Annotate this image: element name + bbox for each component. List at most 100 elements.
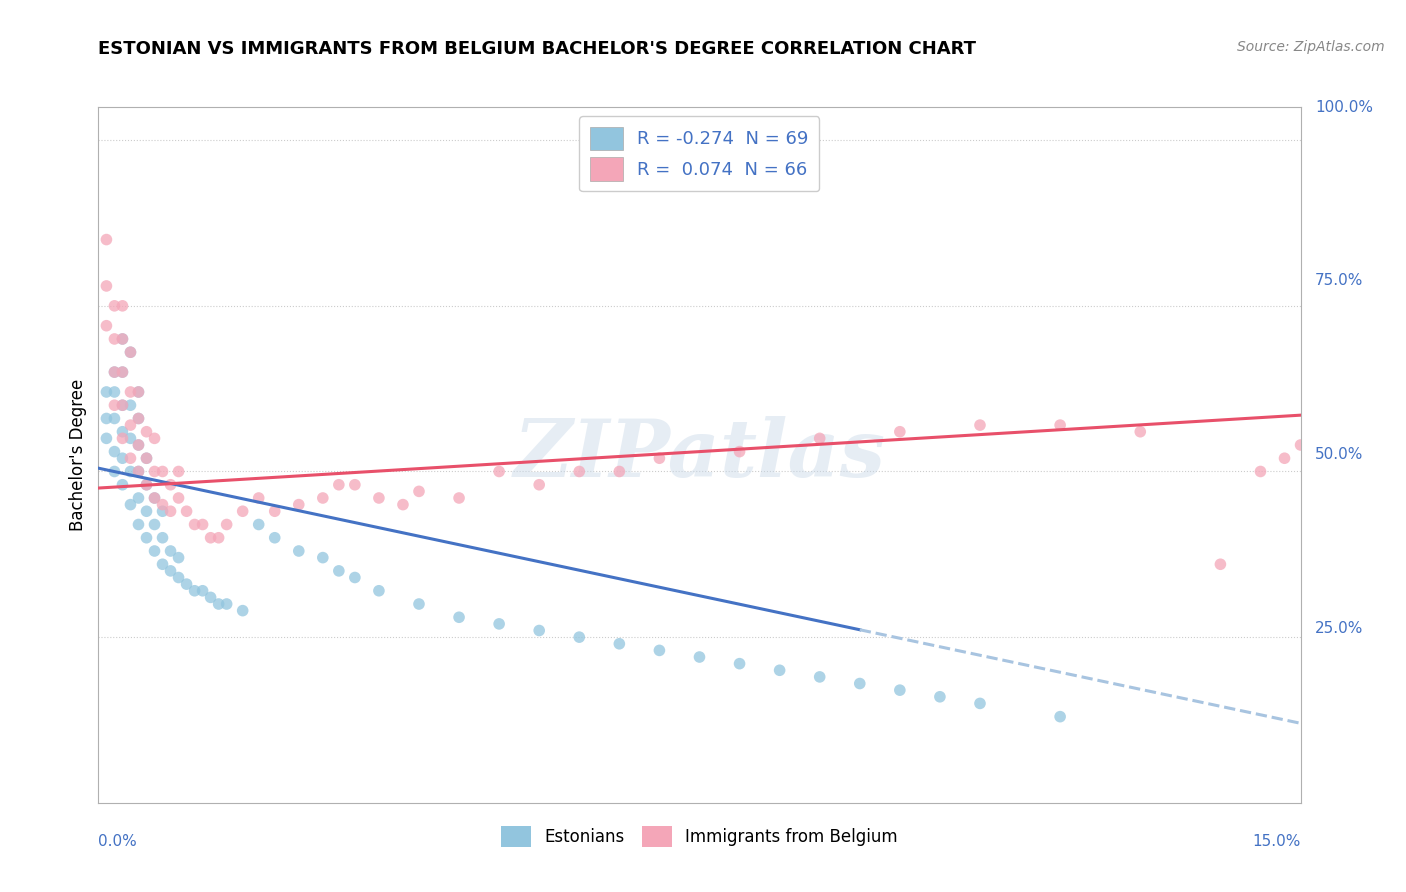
- Point: [889, 425, 911, 439]
- Point: [312, 491, 335, 505]
- Point: [648, 451, 671, 466]
- Point: [103, 411, 125, 425]
- Point: [159, 504, 181, 518]
- Point: [128, 411, 150, 425]
- Point: [488, 465, 510, 479]
- Point: [128, 517, 150, 532]
- Point: [183, 517, 205, 532]
- Point: [96, 318, 118, 333]
- Point: [1209, 558, 1232, 572]
- Point: [215, 597, 238, 611]
- Point: [128, 438, 150, 452]
- Point: [120, 384, 142, 399]
- Point: [143, 544, 166, 558]
- Point: [343, 570, 366, 584]
- Point: [768, 663, 790, 677]
- Point: [1274, 451, 1296, 466]
- Point: [128, 438, 150, 452]
- Point: [1049, 709, 1071, 723]
- Point: [969, 697, 991, 711]
- Point: [120, 345, 142, 359]
- Point: [176, 577, 198, 591]
- Point: [215, 517, 238, 532]
- Point: [120, 431, 142, 445]
- Point: [1049, 418, 1071, 433]
- Point: [96, 279, 118, 293]
- Point: [111, 365, 134, 379]
- Point: [849, 676, 872, 690]
- Point: [191, 517, 214, 532]
- Point: [969, 418, 991, 433]
- Point: [111, 332, 134, 346]
- Point: [96, 233, 118, 247]
- Point: [1330, 425, 1353, 439]
- Point: [143, 491, 166, 505]
- Point: [152, 558, 174, 572]
- Text: 0.0%: 0.0%: [98, 834, 138, 849]
- Point: [529, 624, 551, 638]
- Point: [343, 477, 366, 491]
- Text: ZIPatlas: ZIPatlas: [513, 417, 886, 493]
- Point: [96, 431, 118, 445]
- Point: [128, 384, 150, 399]
- Point: [128, 411, 150, 425]
- Point: [111, 398, 134, 412]
- Point: [408, 484, 430, 499]
- Point: [167, 465, 190, 479]
- Point: [392, 498, 415, 512]
- Point: [167, 491, 190, 505]
- Text: Source: ZipAtlas.com: Source: ZipAtlas.com: [1237, 40, 1385, 54]
- Point: [263, 531, 285, 545]
- Y-axis label: Bachelor's Degree: Bachelor's Degree: [69, 379, 87, 531]
- Point: [488, 616, 510, 631]
- Point: [648, 643, 671, 657]
- Point: [111, 332, 134, 346]
- Point: [232, 604, 254, 618]
- Point: [143, 491, 166, 505]
- Point: [328, 564, 350, 578]
- Point: [208, 597, 231, 611]
- Point: [568, 465, 591, 479]
- Point: [111, 365, 134, 379]
- Point: [200, 591, 222, 605]
- Text: 100.0%: 100.0%: [1315, 100, 1374, 114]
- Point: [96, 384, 118, 399]
- Point: [135, 477, 157, 491]
- Point: [111, 398, 134, 412]
- Point: [191, 583, 214, 598]
- Text: ESTONIAN VS IMMIGRANTS FROM BELGIUM BACHELOR'S DEGREE CORRELATION CHART: ESTONIAN VS IMMIGRANTS FROM BELGIUM BACH…: [98, 40, 976, 58]
- Point: [1250, 465, 1272, 479]
- Point: [152, 531, 174, 545]
- Text: 75.0%: 75.0%: [1315, 274, 1364, 288]
- Point: [103, 398, 125, 412]
- Point: [135, 451, 157, 466]
- Point: [167, 570, 190, 584]
- Point: [1305, 431, 1327, 445]
- Point: [929, 690, 952, 704]
- Point: [120, 398, 142, 412]
- Point: [176, 504, 198, 518]
- Point: [208, 531, 231, 545]
- Point: [111, 451, 134, 466]
- Point: [232, 504, 254, 518]
- Point: [120, 345, 142, 359]
- Point: [1129, 425, 1152, 439]
- Point: [728, 657, 751, 671]
- Point: [135, 504, 157, 518]
- Point: [247, 517, 270, 532]
- Point: [200, 531, 222, 545]
- Point: [143, 431, 166, 445]
- Point: [368, 583, 391, 598]
- Point: [447, 491, 470, 505]
- Point: [103, 365, 125, 379]
- Point: [288, 498, 311, 512]
- Point: [808, 670, 831, 684]
- Point: [103, 365, 125, 379]
- Point: [159, 477, 181, 491]
- Point: [135, 477, 157, 491]
- Point: [152, 465, 174, 479]
- Point: [96, 411, 118, 425]
- Point: [120, 451, 142, 466]
- Point: [247, 491, 270, 505]
- Point: [111, 425, 134, 439]
